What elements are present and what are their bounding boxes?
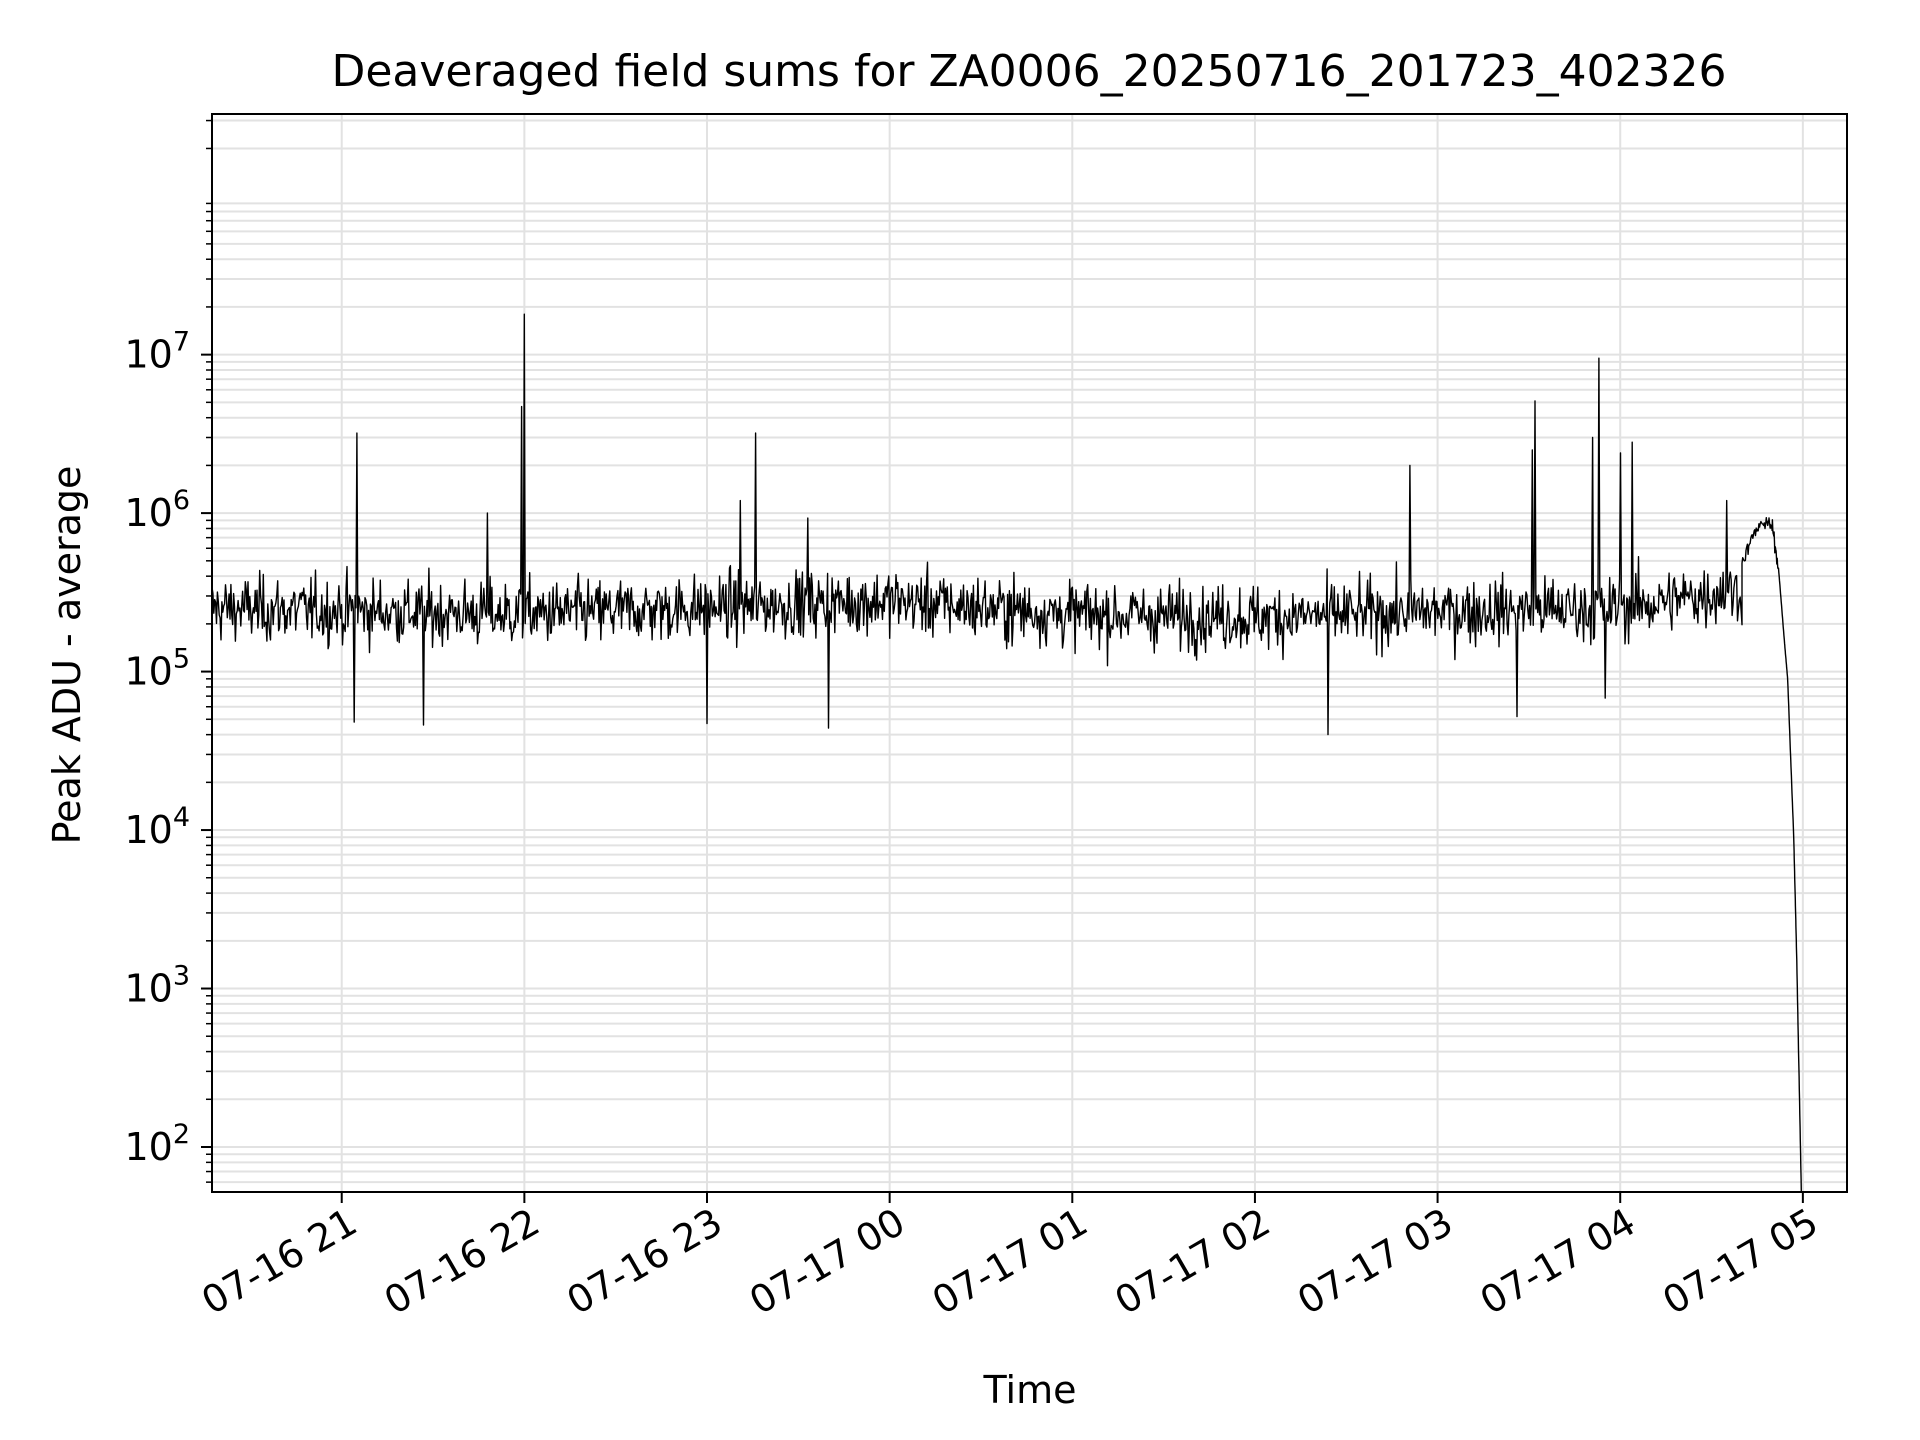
y-axis-ticks: 102 103 104 105 106 107 bbox=[124, 119, 212, 1183]
series-line bbox=[211, 313, 1802, 1193]
series-line-group bbox=[211, 313, 1802, 1193]
y-tick-label: 106 bbox=[124, 485, 190, 535]
y-tick-label: 102 bbox=[124, 1119, 190, 1169]
grid-major bbox=[212, 114, 1847, 1192]
y-tick-label: 103 bbox=[124, 961, 190, 1011]
grid-minor bbox=[212, 119, 1847, 1184]
plot-frame bbox=[211, 113, 1848, 1193]
y-axis-label: Peak ADU - average bbox=[45, 466, 89, 845]
y-tick-label: 104 bbox=[124, 802, 190, 852]
y-tick-label: 105 bbox=[124, 644, 190, 694]
chart-title: Deaveraged field sums for ZA0006_2025071… bbox=[331, 46, 1726, 97]
x-axis-label: Time bbox=[983, 1368, 1077, 1412]
y-tick-label: 107 bbox=[124, 327, 190, 377]
